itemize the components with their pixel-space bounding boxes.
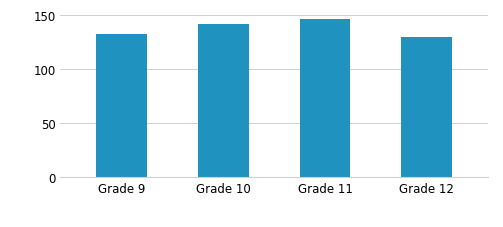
Bar (96, 35, 147, 177)
Bar (198, 25, 248, 177)
Bar (401, 37, 452, 177)
Bar (300, 20, 351, 177)
